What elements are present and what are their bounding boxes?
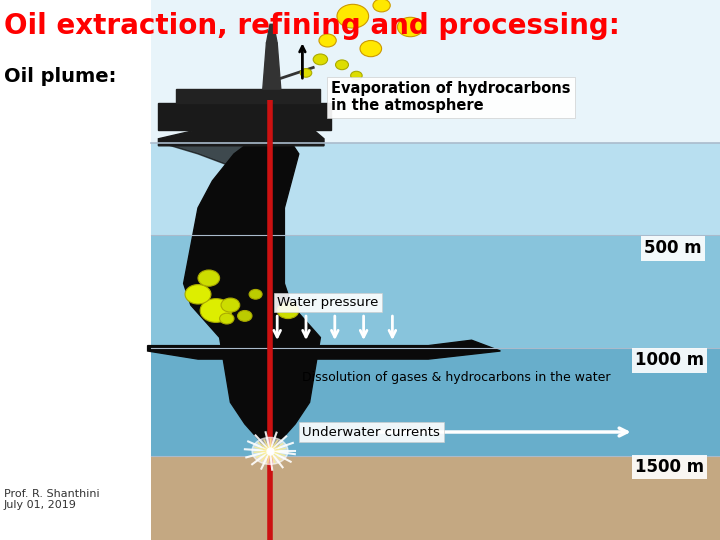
Polygon shape xyxy=(176,89,320,103)
Circle shape xyxy=(185,285,211,304)
Circle shape xyxy=(360,40,382,57)
Bar xyxy=(151,456,720,540)
Polygon shape xyxy=(158,124,324,146)
Circle shape xyxy=(238,310,252,321)
Circle shape xyxy=(200,299,232,322)
Text: 500 m: 500 m xyxy=(644,239,702,258)
Circle shape xyxy=(198,270,220,286)
Circle shape xyxy=(397,17,423,37)
Polygon shape xyxy=(263,43,281,89)
Bar xyxy=(151,0,720,143)
Circle shape xyxy=(337,4,369,28)
Circle shape xyxy=(221,298,240,312)
Circle shape xyxy=(336,60,348,70)
Text: 1000 m: 1000 m xyxy=(635,351,704,369)
Bar xyxy=(0,0,151,540)
Circle shape xyxy=(319,34,336,47)
Text: Prof. R. Shanthini
July 01, 2019: Prof. R. Shanthini July 01, 2019 xyxy=(4,489,99,510)
Polygon shape xyxy=(266,24,277,43)
Text: Dissolution of gases & hydrocarbons in the water: Dissolution of gases & hydrocarbons in t… xyxy=(302,372,611,384)
Polygon shape xyxy=(184,143,320,451)
Circle shape xyxy=(277,302,299,319)
Circle shape xyxy=(313,54,328,65)
Bar xyxy=(151,348,720,456)
Circle shape xyxy=(220,313,234,324)
Polygon shape xyxy=(158,103,331,130)
Circle shape xyxy=(300,69,312,77)
Text: Water pressure: Water pressure xyxy=(277,296,379,309)
Bar xyxy=(151,235,720,348)
Polygon shape xyxy=(162,143,277,176)
Text: 1500 m: 1500 m xyxy=(635,458,704,476)
Bar xyxy=(151,143,720,235)
Text: Evaporation of hydrocarbons
in the atmosphere: Evaporation of hydrocarbons in the atmos… xyxy=(331,81,571,113)
Polygon shape xyxy=(148,340,500,359)
Circle shape xyxy=(252,437,288,464)
Text: Underwater currents: Underwater currents xyxy=(302,426,440,438)
Circle shape xyxy=(373,0,390,12)
Text: Oil extraction, refining and processing:: Oil extraction, refining and processing: xyxy=(4,12,619,40)
Circle shape xyxy=(249,289,262,299)
Circle shape xyxy=(351,71,362,80)
Text: Oil plume:: Oil plume: xyxy=(4,68,116,86)
